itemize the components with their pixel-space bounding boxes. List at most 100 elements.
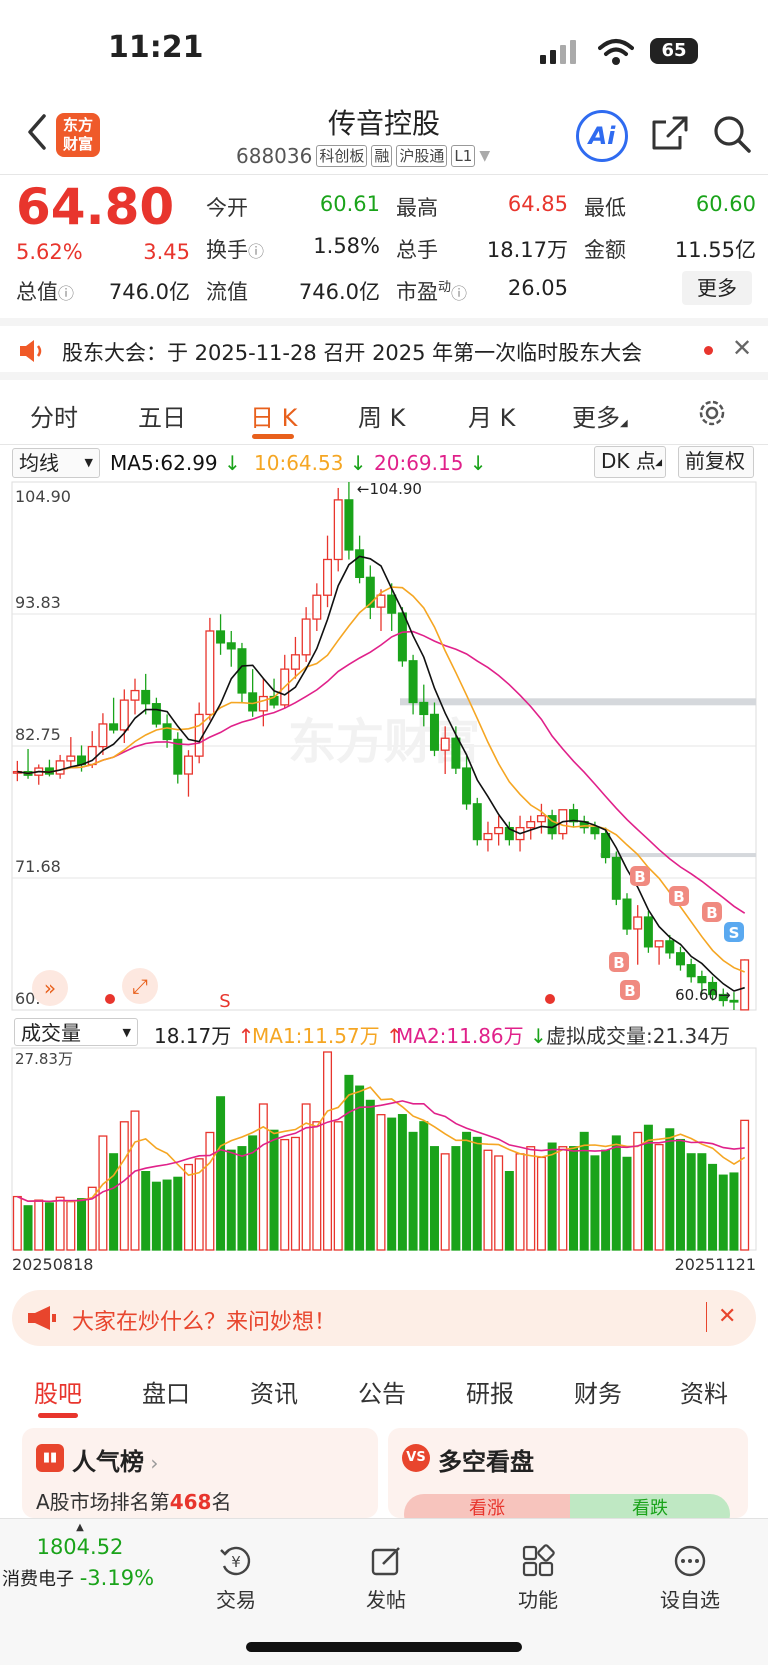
ma-selector[interactable]: 均线 ▼	[12, 448, 100, 478]
buy-marker-letter: B	[613, 954, 624, 972]
tab-profile[interactable]: 资料	[680, 1380, 728, 1408]
tab-month-k[interactable]: 月 K	[468, 404, 516, 432]
volume-bar	[643, 1124, 653, 1251]
tab-guba[interactable]: 股吧	[34, 1380, 82, 1408]
volume-bar	[462, 1131, 472, 1251]
volume-bar	[590, 1155, 600, 1251]
stock-code: 688036	[236, 144, 313, 168]
ad-close-icon[interactable]: ✕	[718, 1304, 737, 1329]
volume-bar	[205, 1131, 215, 1251]
index-widget[interactable]: ▲ 1804.52 消费电子 -3.19%	[0, 1522, 160, 1591]
stock-code-row[interactable]: 688036 科创板 融 沪股通 L1 ▼	[236, 144, 490, 168]
buy-marker-letter: B	[673, 888, 684, 906]
volume-bar	[280, 1138, 290, 1251]
tab-five-day[interactable]: 五日	[138, 404, 186, 432]
volume-bar	[686, 1153, 696, 1251]
nav-watchlist[interactable]: 设自选	[640, 1544, 740, 1613]
volume-bar	[98, 1135, 108, 1251]
volume-bar	[12, 1195, 22, 1251]
buy-marker-bg	[620, 980, 640, 1000]
popularity-rank-text: A股市场排名第468名	[36, 1490, 232, 1514]
pe-value: 26.05	[507, 276, 568, 300]
candle-body	[333, 499, 343, 561]
notice-close-icon[interactable]: ✕	[732, 334, 753, 362]
nav-function[interactable]: 功能	[488, 1544, 588, 1613]
index-name-change: 消费电子 -3.19%	[2, 1566, 155, 1590]
ai-button[interactable]: Ai	[576, 110, 628, 162]
volume-bar	[66, 1200, 76, 1251]
volume-bar	[397, 1114, 407, 1251]
resistance-band	[600, 853, 756, 858]
ad-banner[interactable]	[12, 1290, 756, 1346]
volume-bar	[226, 1149, 236, 1251]
volume-bar	[579, 1131, 589, 1251]
nav-post[interactable]: 发帖	[336, 1544, 436, 1613]
share-icon[interactable]	[650, 114, 690, 154]
more-quote-button[interactable]: 更多	[682, 271, 752, 305]
volume-bar	[708, 1163, 718, 1251]
candle-body	[590, 826, 600, 835]
current-price: 64.80	[16, 178, 175, 236]
volume-selector[interactable]: 成交量 ▼	[14, 1018, 138, 1046]
candle-body	[451, 737, 461, 769]
turnover-label: 换手ⓘ	[206, 238, 265, 262]
notice-text[interactable]: 股东大会：于 2025-11-28 召开 2025 年第一次临时股东大会	[62, 341, 643, 365]
candle-body	[665, 940, 675, 954]
volume-bar	[654, 1143, 664, 1251]
grid-apps-icon	[522, 1544, 555, 1577]
volume-bar	[355, 1085, 365, 1251]
candle-body	[740, 959, 750, 1011]
change-percent: 5.62%	[16, 240, 83, 264]
vol-ma1-line	[16, 1086, 746, 1203]
tab-week-k[interactable]: 周 K	[358, 404, 406, 432]
tab-announcements[interactable]: 公告	[358, 1380, 406, 1408]
tab-intraday[interactable]: 分时	[30, 404, 78, 432]
candle-body	[258, 695, 268, 712]
tag-margin: 融	[371, 145, 393, 167]
popularity-card[interactable]: ▮▮ 人气榜 › A股市场排名第468名	[22, 1428, 378, 1518]
tab-more[interactable]: 更多◢	[572, 404, 628, 432]
eastmoney-logo: 东方 财富	[56, 113, 100, 157]
candle-body	[312, 594, 322, 620]
high-label: 最高	[396, 196, 438, 220]
volume-bar	[258, 1103, 268, 1251]
volume-bar	[173, 1176, 183, 1251]
volume-value: 18.17万 ↑	[154, 1024, 255, 1048]
volume-bar	[55, 1196, 65, 1251]
volume-bar	[547, 1142, 557, 1251]
tab-finance[interactable]: 财务	[574, 1380, 622, 1408]
tag-level1: L1	[451, 145, 476, 167]
candle-body	[569, 809, 579, 823]
tab-day-k[interactable]: 日 K	[250, 404, 298, 432]
volume-bar	[216, 1096, 226, 1251]
tab-research[interactable]: 研报	[466, 1380, 514, 1408]
watermark: 东方财富	[288, 714, 480, 770]
turnover-value: 1.58%	[313, 234, 380, 258]
search-icon[interactable]	[712, 114, 752, 154]
ma20-value: 20:69.15 ↓	[374, 451, 487, 475]
tab-news[interactable]: 资讯	[250, 1380, 298, 1408]
bear-button[interactable]: 看跌	[570, 1494, 730, 1518]
volume-bar	[77, 1198, 87, 1251]
tab-pankou[interactable]: 盘口	[142, 1380, 190, 1408]
kline-chart[interactable]: 104.9093.8382.7571.6860.60东方财富←104.9060.…	[0, 478, 768, 1014]
back-arrow-icon[interactable]	[22, 112, 52, 152]
candle-body	[55, 760, 65, 775]
settings-gear-icon[interactable]	[696, 397, 728, 429]
volume-chart[interactable]: 27.83万 20250818 20251121	[0, 1044, 768, 1274]
candle-body	[622, 898, 632, 930]
bull-button[interactable]: 看涨	[404, 1494, 570, 1518]
volume-bar	[269, 1129, 279, 1251]
dk-points-button[interactable]: DK 点 ◢	[594, 446, 666, 478]
volume-bar	[697, 1153, 707, 1251]
adjust-button[interactable]: 前复权	[678, 446, 754, 478]
high-value: 64.85	[507, 192, 568, 216]
ad-text[interactable]: 大家在炒什么？来问妙想！	[72, 1310, 337, 1335]
candle-body	[226, 642, 236, 650]
nav-trade[interactable]: ¥ 交易	[186, 1544, 286, 1613]
long-short-card[interactable]: VS 多空看盘 看涨 看跌	[388, 1428, 748, 1518]
float-cap-label: 流值	[206, 280, 248, 304]
low-label: 最低	[584, 196, 626, 220]
candle-body	[675, 952, 685, 966]
volume-bar	[633, 1131, 643, 1251]
